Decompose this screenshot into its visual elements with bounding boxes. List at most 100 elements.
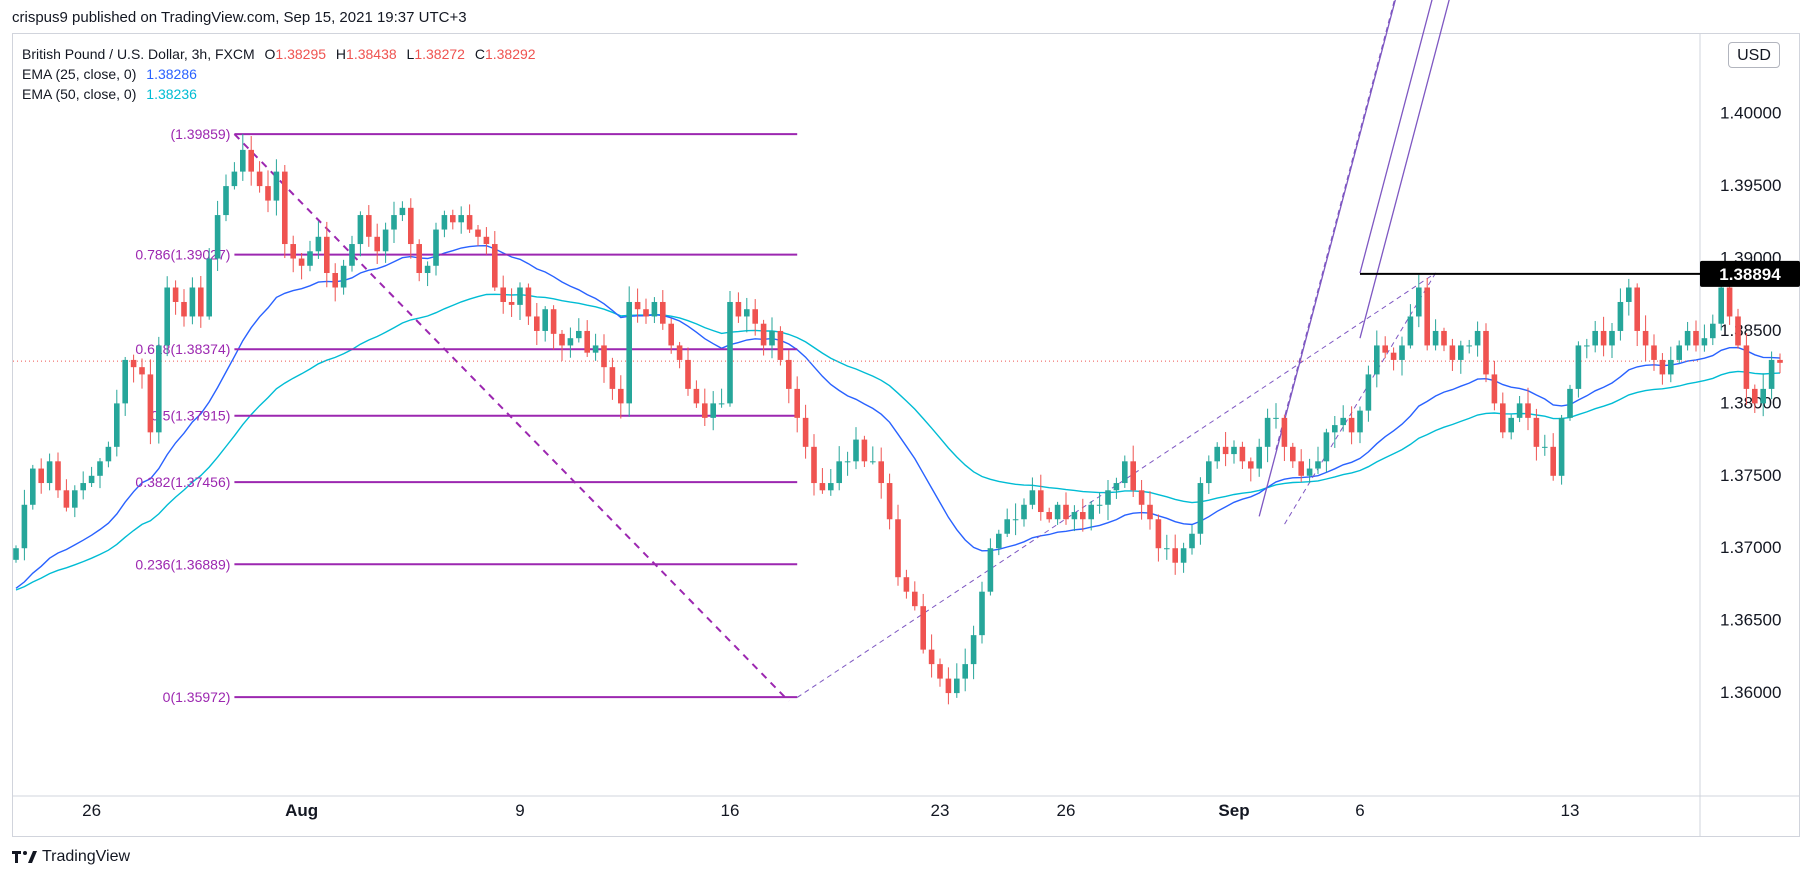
x-tick-label: Sep bbox=[1218, 801, 1249, 820]
candle-body bbox=[920, 606, 926, 650]
candle-body bbox=[1474, 330, 1481, 346]
candle-body bbox=[1458, 345, 1464, 360]
x-tick-label: 16 bbox=[721, 801, 740, 820]
candle-body bbox=[80, 483, 86, 491]
open-value: 1.38295 bbox=[275, 46, 327, 62]
candle-body bbox=[172, 287, 179, 302]
candle-body bbox=[1676, 345, 1682, 360]
candle-body bbox=[769, 330, 775, 346]
publisher-line: crispus9 published on TradingView.com, S… bbox=[12, 9, 467, 26]
candle-body bbox=[1684, 330, 1691, 346]
candle-body bbox=[492, 244, 498, 288]
x-tick-label: 6 bbox=[1355, 801, 1364, 820]
y-tick-label: 1.40000 bbox=[1720, 104, 1781, 123]
candle-body bbox=[1399, 345, 1405, 360]
candle-body bbox=[1256, 446, 1262, 469]
candle-body bbox=[1306, 468, 1313, 476]
candle-body bbox=[1424, 287, 1430, 346]
candle-body bbox=[1164, 548, 1170, 550]
candle-body bbox=[1214, 446, 1220, 462]
candle-body bbox=[1248, 461, 1254, 469]
candle-body bbox=[1483, 330, 1489, 375]
candle-body bbox=[181, 301, 187, 317]
symbol-label[interactable]: British Pound / U.S. Dollar, 3h, FXCM bbox=[22, 46, 255, 62]
candle-body bbox=[1558, 417, 1565, 476]
candle-body bbox=[727, 301, 733, 404]
candle-body bbox=[1777, 359, 1783, 363]
candle-body bbox=[1365, 374, 1372, 411]
candle-body bbox=[340, 265, 347, 288]
candle-body bbox=[987, 548, 994, 592]
candle-body bbox=[618, 388, 624, 404]
candle-body bbox=[349, 244, 355, 266]
candle-body bbox=[844, 461, 851, 463]
candle-body bbox=[1206, 461, 1212, 484]
candle-body bbox=[660, 301, 666, 324]
candle-body bbox=[752, 309, 758, 324]
fib-level-label: 0(1.35972) bbox=[163, 689, 231, 705]
candle-body bbox=[391, 215, 397, 230]
candle-body bbox=[240, 149, 246, 172]
fib-level-label: 0.5(1.37915) bbox=[151, 408, 230, 424]
candle-body bbox=[424, 265, 431, 274]
y-tick-label: 1.38000 bbox=[1720, 393, 1781, 412]
x-tick-label: 9 bbox=[515, 801, 524, 820]
fib-level-label: 0.382(1.37456) bbox=[135, 474, 230, 490]
x-tick-label: 13 bbox=[1561, 801, 1580, 820]
candle-body bbox=[1071, 512, 1078, 520]
legend-row-ohlc: British Pound / U.S. Dollar, 3h, FXCM O1… bbox=[22, 44, 536, 64]
candle-body bbox=[130, 359, 137, 368]
candle-body bbox=[735, 301, 742, 317]
candle-body bbox=[1382, 345, 1388, 353]
candle-body bbox=[500, 287, 506, 302]
candle-body bbox=[517, 287, 523, 305]
footer-brand[interactable]: TradingView bbox=[12, 848, 130, 866]
candle-body bbox=[1172, 548, 1178, 563]
pitchfork-handle bbox=[796, 272, 1436, 698]
candle-body bbox=[357, 215, 364, 245]
resistance-price-label: 1.38894 bbox=[1719, 265, 1781, 284]
candle-body bbox=[450, 215, 456, 223]
candle-body bbox=[1668, 359, 1674, 375]
candle-body bbox=[853, 439, 859, 462]
currency-button[interactable]: USD bbox=[1728, 42, 1780, 68]
candle-body bbox=[1063, 504, 1069, 520]
close-value: 1.38292 bbox=[484, 46, 536, 62]
candle-body bbox=[861, 439, 868, 462]
candle-body bbox=[550, 309, 557, 334]
candle-body bbox=[256, 171, 263, 187]
candle-body bbox=[1491, 374, 1498, 404]
candle-body bbox=[1626, 287, 1632, 302]
chart-frame[interactable] bbox=[12, 33, 1800, 837]
open-label: O bbox=[264, 46, 276, 62]
candle-body bbox=[214, 215, 221, 259]
candle-body bbox=[189, 287, 196, 317]
candle-body bbox=[786, 359, 792, 389]
candle-body bbox=[433, 229, 439, 266]
candle-body bbox=[1466, 345, 1472, 347]
candle-body bbox=[1768, 359, 1775, 389]
candle-body bbox=[1231, 446, 1237, 455]
ema25-label[interactable]: EMA (25, close, 0) bbox=[22, 66, 137, 82]
candle-body bbox=[1516, 403, 1523, 418]
candle-body bbox=[1550, 446, 1556, 476]
candle-body bbox=[1542, 446, 1548, 448]
candle-body bbox=[1147, 504, 1153, 520]
candle-body bbox=[508, 301, 515, 305]
candle-body bbox=[937, 664, 943, 679]
ema50-label[interactable]: EMA (50, close, 0) bbox=[22, 86, 137, 102]
candle-body bbox=[1508, 417, 1514, 433]
candle-body bbox=[886, 483, 893, 520]
channel-upper-line bbox=[1359, 0, 1433, 274]
candle-body bbox=[576, 330, 582, 339]
candle-body bbox=[1617, 301, 1624, 331]
candle-body bbox=[1634, 287, 1640, 331]
candle-body bbox=[651, 301, 658, 317]
candle-body bbox=[718, 403, 725, 405]
candle-body bbox=[1584, 345, 1590, 347]
candle-body bbox=[298, 258, 305, 266]
candle-body bbox=[1105, 490, 1111, 505]
low-label: L bbox=[406, 46, 415, 62]
candle-body bbox=[1021, 504, 1027, 520]
